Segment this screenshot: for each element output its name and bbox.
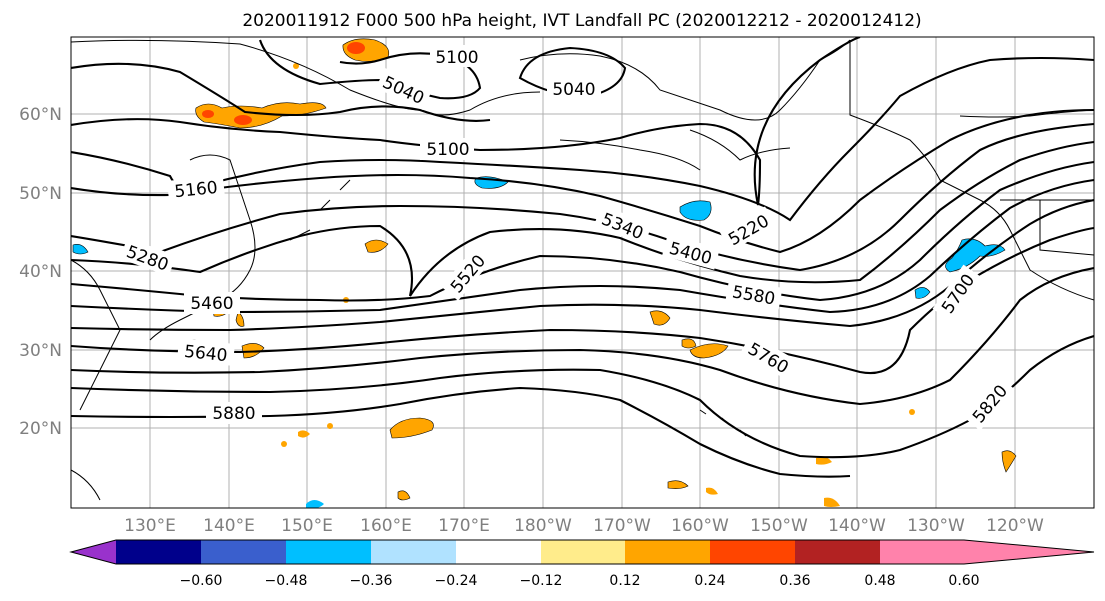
colorbar-tick-label: −0.48 (265, 573, 308, 589)
colorbar-tick-label: −0.60 (180, 573, 223, 589)
colorbar-tick-label: −0.36 (350, 573, 393, 589)
longitude-labels: 130°E 140°E 150°E 160°E 170°E 180°W 170°… (124, 516, 1044, 536)
colorbar-segment (541, 540, 627, 564)
lon-label: 130°E (124, 516, 176, 536)
colorbar-segment (286, 540, 372, 564)
colorbar-tick-label: −0.24 (435, 573, 478, 589)
lon-label: 130°W (907, 516, 965, 536)
lat-label: 50°N (19, 184, 62, 204)
colorbar-segment (880, 540, 966, 564)
colorbar-tick-label: 0.60 (948, 573, 979, 589)
colorbar: −0.60 −0.48 −0.36 −0.24 −0.12 0.12 0.24 … (69, 539, 1095, 589)
colorbar-segment (116, 540, 202, 564)
latitude-labels: 60°N 50°N 40°N 30°N 20°N (19, 105, 62, 439)
contour-label: 5640 (183, 342, 228, 366)
lon-label: 160°W (671, 516, 729, 536)
colorbar-tick-label: 0.36 (779, 573, 810, 589)
colorbar-outline (69, 539, 1095, 565)
lat-label: 20°N (19, 419, 62, 439)
lon-label: 140°W (828, 516, 886, 536)
colorbar-tick-label: 0.48 (864, 573, 895, 589)
height-contours (71, 37, 1094, 478)
colorbar-tick-label: 0.24 (694, 573, 725, 589)
contour-label: 5100 (426, 140, 469, 160)
colorbar-segment (456, 540, 542, 564)
lat-label: 30°N (19, 341, 62, 361)
lon-label: 150°W (750, 516, 808, 536)
contour-label: 5040 (552, 80, 595, 100)
contour-label: 5460 (190, 294, 233, 314)
colorbar-segment (710, 540, 796, 564)
colorbar-extend-low (71, 540, 116, 564)
contour-label: 5160 (174, 178, 219, 202)
colorbar-tick-label: 0.12 (609, 573, 640, 589)
colorbar-tick-label: −0.12 (520, 573, 563, 589)
lat-label: 40°N (19, 262, 62, 282)
map-frame (70, 36, 1095, 509)
lon-label: 160°E (360, 516, 412, 536)
contour-label: 5880 (212, 404, 255, 424)
lon-label: 180°W (514, 516, 572, 536)
colorbar-segment (201, 540, 287, 564)
colorbar-extend-high (964, 540, 1094, 564)
lon-label: 120°W (986, 516, 1044, 536)
colorbar-segment (625, 540, 711, 564)
lon-label: 170°E (438, 516, 490, 536)
lat-label: 60°N (19, 105, 62, 125)
lon-label: 170°W (593, 516, 651, 536)
colorbar-segment (795, 540, 881, 564)
lon-label: 140°E (203, 516, 255, 536)
contour-label: 5100 (435, 48, 478, 68)
colorbar-segment (371, 540, 457, 564)
figure-title: 2020011912 F000 500 hPa height, IVT Land… (242, 11, 921, 31)
lon-label: 150°E (281, 516, 333, 536)
